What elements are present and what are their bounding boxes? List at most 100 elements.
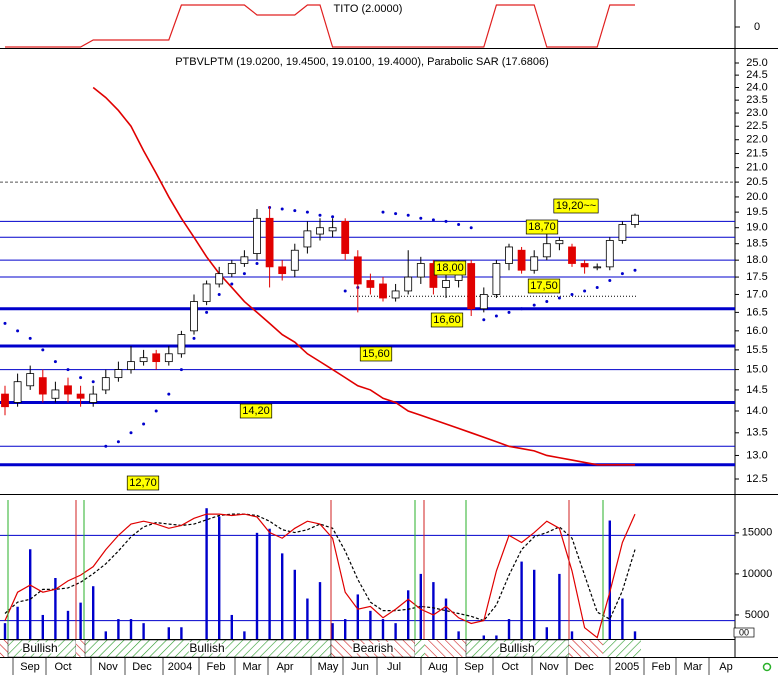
candle-body xyxy=(631,214,639,225)
sar-dot xyxy=(142,422,146,426)
volume-bar xyxy=(621,598,624,639)
annotation-box xyxy=(359,346,393,362)
candle-body xyxy=(253,217,261,254)
x-tick-label: Oct xyxy=(501,661,518,673)
sar-dot xyxy=(41,348,45,352)
volume-bar xyxy=(293,569,296,639)
y-tick-label: 21.0 xyxy=(746,162,767,174)
band-bearish xyxy=(425,640,466,657)
candle-body xyxy=(618,224,627,241)
y-tick-label: 15.5 xyxy=(746,344,767,356)
volume-bar xyxy=(407,590,410,639)
band-bullish xyxy=(415,640,425,657)
x-tick-label: Feb xyxy=(207,661,226,673)
sar-dot xyxy=(79,376,83,380)
volume-bar xyxy=(507,619,511,639)
candle-body xyxy=(467,263,476,310)
sar-dot xyxy=(16,329,20,333)
plot-area xyxy=(0,86,735,467)
sar-dot xyxy=(494,314,498,318)
x-tick-label: Sep xyxy=(20,661,40,673)
candle-body xyxy=(492,263,501,295)
stochastic-k xyxy=(4,513,636,639)
price-annotation: 15,60 xyxy=(362,348,390,360)
price-annotation: 18,70 xyxy=(528,221,556,233)
sar-dot xyxy=(205,310,209,314)
x-tick-label: Mar xyxy=(243,661,262,673)
candle-body xyxy=(215,273,224,285)
volume-bar xyxy=(344,619,347,639)
candle-body xyxy=(127,361,135,370)
stochastic-d xyxy=(4,513,636,622)
sar-dot xyxy=(394,212,398,216)
sar-dot xyxy=(520,307,524,311)
volume-bar xyxy=(495,635,498,639)
chart-title: PTBVLPTM (19.0200, 19.4500, 19.0100, 19.… xyxy=(175,56,549,68)
candle-body xyxy=(26,373,35,387)
price-annotation: 14,20 xyxy=(242,405,270,417)
x-tick-label: Oct xyxy=(54,661,71,673)
candle-body xyxy=(114,369,123,379)
sar-dot xyxy=(293,209,297,213)
y-tick-label: 14.5 xyxy=(746,384,767,396)
candle-body xyxy=(38,377,47,395)
candle-body xyxy=(1,393,9,408)
candle-body xyxy=(517,249,526,271)
annotation-box xyxy=(430,312,464,328)
y-tick-label: 23.0 xyxy=(746,107,767,119)
sar-dot xyxy=(217,292,221,296)
x-tick-label: May xyxy=(318,661,339,673)
candle-body xyxy=(391,290,400,299)
y-tick-label: 15000 xyxy=(742,527,773,539)
sar-dot xyxy=(343,289,347,293)
volume-bar xyxy=(394,623,397,639)
y-tick-label: 20.0 xyxy=(746,191,767,203)
x-tick-label: Sep xyxy=(464,661,484,673)
annotation-box xyxy=(527,278,561,294)
volume-bar xyxy=(16,606,19,639)
candle-body xyxy=(290,249,299,271)
y-tick-label: 13.0 xyxy=(746,449,767,461)
price-annotation: 16,60 xyxy=(433,314,461,326)
candle-body xyxy=(89,393,98,403)
sar-dot xyxy=(255,261,259,265)
price-annotation: 19,20~~ xyxy=(556,200,596,212)
candle-body xyxy=(278,266,287,275)
volume-bar xyxy=(570,631,574,639)
sar-dot xyxy=(444,219,448,223)
x-tick-label: Nov xyxy=(539,661,559,673)
y-tick-label: 16.0 xyxy=(746,325,767,337)
candle-body xyxy=(316,227,324,235)
band-bearish xyxy=(0,640,8,657)
band-label: Bullish xyxy=(189,641,224,655)
band-bearish xyxy=(76,640,85,657)
sar-dot xyxy=(532,303,536,307)
volume-bar xyxy=(41,614,44,639)
indicator-title: TITO (2.0000) xyxy=(334,3,403,15)
candle-body xyxy=(328,227,337,232)
sar-dot xyxy=(545,300,549,304)
volume-bar xyxy=(142,623,145,639)
candle-body xyxy=(479,294,488,310)
candle-body xyxy=(76,393,85,399)
volume-bar xyxy=(356,594,359,639)
status-icon xyxy=(762,662,772,672)
indicator-line xyxy=(5,4,635,48)
sar-dot xyxy=(419,216,423,220)
x-tick-label: Nov xyxy=(98,661,118,673)
candle-body xyxy=(64,385,72,395)
sar-dot xyxy=(570,292,574,296)
volume-bar xyxy=(633,631,637,639)
candle-body xyxy=(202,283,211,302)
x-tick-label: Jul xyxy=(387,661,401,673)
y-tick-label: 22.0 xyxy=(746,134,767,146)
sar-dot xyxy=(557,296,561,300)
sar-dot xyxy=(167,392,171,396)
x-tick-label: Feb xyxy=(652,661,671,673)
volume-bar xyxy=(306,598,309,639)
annotation-box xyxy=(433,260,467,276)
x-tick-label: 2004 xyxy=(168,661,192,673)
y-tick-label: 12.5 xyxy=(746,473,767,485)
